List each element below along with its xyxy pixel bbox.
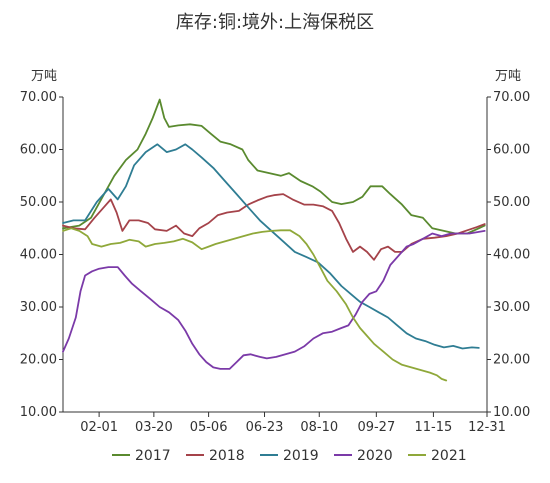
series-line-2020 — [62, 230, 486, 370]
x-tick-label: 03-20 — [135, 420, 173, 435]
series-line-2017 — [62, 98, 486, 235]
legend-label-2020: 2020 — [357, 448, 393, 464]
y-tick-label-right: 70.00 — [493, 90, 530, 105]
y-tick-label-left: 50.00 — [20, 195, 57, 210]
y-tick-label-left: 60.00 — [20, 143, 57, 158]
y-tick-label-left: 10.00 — [20, 405, 57, 420]
series-line-2021 — [62, 227, 448, 382]
series-line-2018 — [62, 193, 486, 261]
y-tick-label-right: 10.00 — [493, 405, 530, 420]
x-tick-label: 09-27 — [357, 420, 395, 435]
y-tick-label-left: 30.00 — [20, 300, 57, 315]
y-tick-label-left: 70.00 — [20, 90, 57, 105]
x-tick-label: 05-06 — [190, 420, 228, 435]
chart-title: 库存:铜:境外:上海保税区 — [176, 12, 374, 33]
y-tick-label-left: 40.00 — [20, 248, 57, 263]
legend-label-2018: 2018 — [209, 448, 245, 464]
y-tick-label-right: 50.00 — [493, 195, 530, 210]
y-tick-label-right: 30.00 — [493, 300, 530, 315]
series-line-2019 — [62, 143, 480, 350]
y-axis-unit-left: 万吨 — [31, 69, 57, 84]
x-tick-label: 08-10 — [300, 420, 338, 435]
y-tick-label-right: 40.00 — [493, 248, 530, 263]
x-tick-label: 12-31 — [468, 420, 506, 435]
x-tick-label: 11-15 — [415, 420, 453, 435]
legend-label-2021: 2021 — [431, 448, 467, 464]
series-lines — [62, 98, 486, 382]
legend: 2017 2018 2019 2020 2021 — [112, 448, 467, 464]
x-tick-label: 02-01 — [80, 420, 118, 435]
y-tick-label-left: 20.00 — [20, 353, 57, 368]
y-tick-label-right: 20.00 — [493, 353, 530, 368]
x-tick-label: 06-23 — [246, 420, 284, 435]
y-axis-unit-right: 万吨 — [495, 69, 521, 84]
legend-label-2017: 2017 — [135, 448, 171, 464]
axes: 10.00 10.00 20.00 20.00 30.00 30.00 40.00 40.00… — [20, 90, 530, 435]
legend-label-2019: 2019 — [283, 448, 319, 464]
y-tick-label-right: 60.00 — [493, 143, 530, 158]
